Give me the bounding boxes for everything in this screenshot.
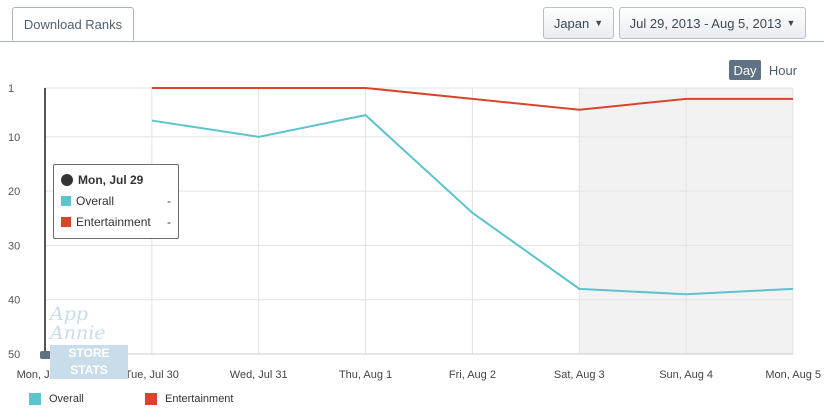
country-select-value: Japan [553,15,590,31]
tooltip-series-name: Overall [76,194,115,208]
chart-tooltip: Mon, Jul 29 Overall - Entertainment - [53,164,179,239]
x-tick-label: Sun, Aug 4 [659,369,713,381]
tooltip-row-entertainment: Entertainment - [61,215,171,229]
tab-download-ranks[interactable]: Download Ranks [12,7,134,41]
tooltip-series-value: - [167,194,171,208]
tooltip-date: Mon, Jul 29 [78,173,144,187]
x-tick-label: Tue, Jul 30 [125,369,179,381]
date-range-value: Jul 29, 2013 - Aug 5, 2013 [629,15,782,31]
day-toggle[interactable]: Day [729,60,761,80]
x-tick-label: Thu, Aug 1 [339,369,392,381]
tab-bar-divider [0,41,824,42]
y-tick-label: 30 [8,240,20,252]
comment-icon [40,351,51,359]
legend-label: Overall [49,393,84,405]
tooltip-series-value: - [167,215,171,229]
overall-swatch [61,196,71,206]
x-tick-label: Mon, Aug 5 [765,369,821,381]
legend-item-entertainment[interactable]: Entertainment [145,393,233,405]
tooltip-header: Mon, Jul 29 [61,173,171,187]
chevron-down-icon: ▼ [594,18,604,28]
legend-swatch [29,393,41,405]
entertainment-swatch [61,217,71,227]
chevron-down-icon: ▼ [786,18,796,28]
legend-item-overall[interactable]: Overall [29,393,84,405]
watermark-badge: STORE STATS [50,345,128,379]
y-tick-label: 40 [8,295,20,307]
y-tick-label: 10 [8,132,20,144]
overall-series-line [151,114,794,296]
y-tick-label: 50 [8,349,20,361]
watermark-text: App Annie [50,303,106,344]
entertainment-series-line [151,87,793,111]
y-tick-label: 1 [8,83,14,95]
date-range-select[interactable]: Jul 29, 2013 - Aug 5, 2013 ▼ [619,7,806,39]
legend-swatch [145,393,157,405]
y-tick-label: 20 [8,186,20,198]
globe-icon [61,174,73,186]
legend-label: Entertainment [165,393,234,405]
hour-toggle[interactable]: Hour [768,62,798,78]
x-tick-label: Wed, Jul 31 [230,369,288,381]
x-tick-label: Sat, Aug 3 [554,369,605,381]
tooltip-series-name: Entertainment [76,215,151,229]
tooltip-row-overall: Overall - [61,194,171,208]
x-tick-label: Fri, Aug 2 [449,369,496,381]
country-select[interactable]: Japan ▼ [543,7,614,39]
app-annie-watermark: App Annie STORE STATS [50,305,132,379]
